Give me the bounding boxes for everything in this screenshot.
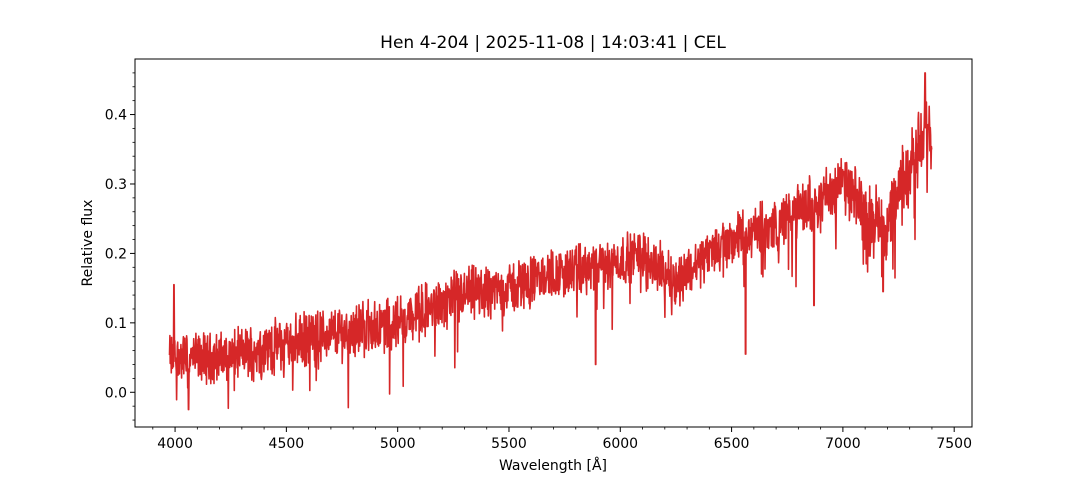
y-tick-label: 0.1 bbox=[105, 316, 127, 332]
spectrum-line bbox=[168, 72, 933, 411]
chart-title: Hen 4-204 | 2025-11-08 | 14:03:41 | CEL bbox=[380, 33, 726, 53]
x-tick-label: 7000 bbox=[825, 436, 861, 452]
y-tick-label: 0.2 bbox=[105, 246, 127, 262]
x-tick-label: 5000 bbox=[380, 436, 416, 452]
x-tick-label: 7500 bbox=[936, 436, 972, 452]
x-axis-label: Wavelength [Å] bbox=[499, 457, 607, 474]
x-tick-label: 6500 bbox=[714, 436, 750, 452]
y-axis-label: Relative flux bbox=[80, 200, 96, 287]
x-tick-label: 5500 bbox=[491, 436, 527, 452]
x-tick-label: 6000 bbox=[602, 436, 638, 452]
y-tick-label: 0.0 bbox=[105, 385, 127, 401]
y-axis: 0.0 0.1 0.2 0.3 0.4 bbox=[105, 72, 135, 421]
x-tick-label: 4500 bbox=[269, 436, 305, 452]
x-axis: 4000 4500 5000 5500 6000 6500 7000 7500 bbox=[152, 427, 972, 452]
series-layer bbox=[168, 72, 933, 411]
y-tick-label: 0.4 bbox=[105, 108, 127, 124]
x-tick-label: 4000 bbox=[157, 436, 193, 452]
y-tick-label: 0.3 bbox=[105, 177, 127, 193]
